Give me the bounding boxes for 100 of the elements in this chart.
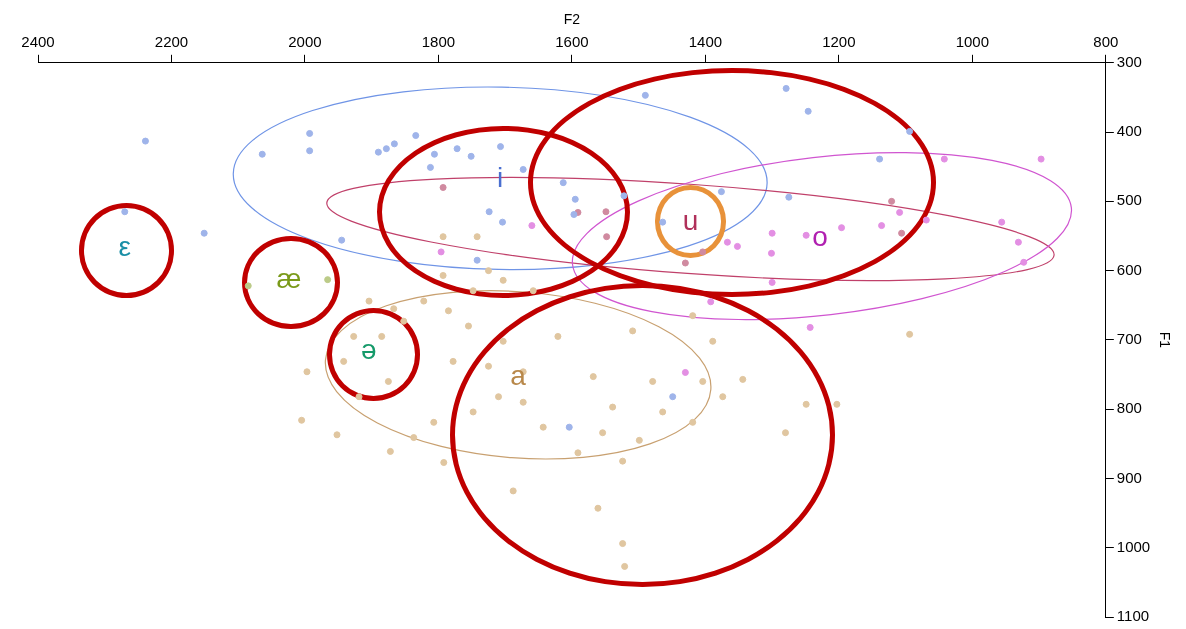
point — [473, 233, 481, 241]
point — [410, 434, 418, 442]
y-tick-label: 400 — [1116, 122, 1142, 140]
x-tick-label: 2200 — [154, 32, 189, 50]
point — [499, 218, 507, 226]
point — [467, 152, 475, 160]
point — [733, 242, 741, 250]
y-tick-label: 1100 — [1116, 607, 1150, 625]
point — [782, 84, 790, 92]
x-axis-title: F2 — [563, 11, 581, 28]
point — [355, 393, 363, 401]
point — [767, 249, 775, 257]
point — [876, 155, 884, 163]
point — [484, 362, 492, 370]
point — [374, 148, 382, 156]
point — [689, 418, 697, 426]
point — [453, 145, 461, 153]
point — [1020, 258, 1028, 266]
point — [707, 298, 715, 306]
point — [484, 267, 492, 275]
point — [497, 143, 504, 151]
point — [785, 193, 793, 201]
point — [888, 197, 896, 205]
point — [629, 327, 637, 335]
point — [833, 400, 841, 408]
point — [1037, 155, 1045, 163]
y-tick-label: 1000 — [1116, 537, 1151, 555]
y-tick-label: 700 — [1116, 330, 1142, 348]
point — [509, 487, 517, 495]
point — [430, 418, 438, 426]
point — [469, 408, 477, 416]
point — [439, 184, 447, 191]
x-tick-label: 1000 — [955, 32, 990, 50]
point — [365, 297, 373, 305]
point — [802, 231, 810, 239]
point — [570, 211, 578, 219]
point — [306, 147, 314, 155]
point — [244, 282, 252, 290]
point — [574, 449, 582, 457]
point — [390, 305, 398, 313]
point — [906, 330, 914, 338]
point — [473, 256, 481, 264]
point — [333, 431, 341, 439]
point — [594, 504, 602, 512]
point — [571, 195, 579, 203]
point — [439, 271, 447, 279]
point — [449, 357, 457, 365]
point — [603, 233, 611, 241]
annotation: o — [812, 220, 828, 252]
annotation: u — [682, 204, 699, 236]
point — [306, 129, 314, 137]
point — [681, 368, 689, 376]
y-tick-label: 300 — [1116, 52, 1142, 70]
point — [340, 357, 348, 365]
point — [378, 332, 386, 340]
point — [324, 276, 332, 284]
point — [781, 429, 789, 437]
point — [519, 398, 527, 406]
x-tick-label: 1200 — [822, 32, 856, 50]
point — [802, 400, 810, 408]
point — [804, 107, 812, 115]
point — [681, 259, 689, 267]
x-tick-label: 2400 — [21, 32, 55, 50]
point — [998, 218, 1006, 226]
point — [621, 562, 629, 570]
point — [659, 218, 667, 226]
point — [390, 140, 398, 148]
point — [838, 224, 846, 232]
point — [709, 337, 717, 345]
point — [619, 540, 627, 548]
point — [739, 375, 747, 383]
point — [940, 155, 948, 163]
point — [898, 229, 906, 237]
point — [878, 222, 886, 230]
point — [420, 297, 428, 305]
point — [200, 229, 208, 237]
point — [565, 423, 573, 431]
point — [539, 423, 547, 431]
x-tick-label: 2000 — [288, 32, 322, 50]
point — [528, 222, 536, 230]
point — [768, 229, 776, 237]
point — [499, 337, 507, 345]
point — [141, 137, 149, 145]
point — [609, 403, 617, 411]
point — [298, 416, 306, 424]
point — [699, 248, 707, 256]
point — [440, 459, 448, 467]
point — [303, 368, 311, 376]
annotation: a — [510, 359, 527, 391]
point — [599, 429, 607, 437]
point — [602, 208, 610, 216]
point — [589, 373, 597, 381]
y-tick-label: 500 — [1116, 191, 1142, 209]
y-tick-label: 600 — [1116, 260, 1142, 278]
point — [669, 393, 677, 401]
point — [499, 276, 507, 284]
point — [338, 236, 346, 244]
point — [689, 312, 697, 320]
x-tick-label: 1800 — [421, 32, 456, 50]
point — [519, 165, 527, 173]
